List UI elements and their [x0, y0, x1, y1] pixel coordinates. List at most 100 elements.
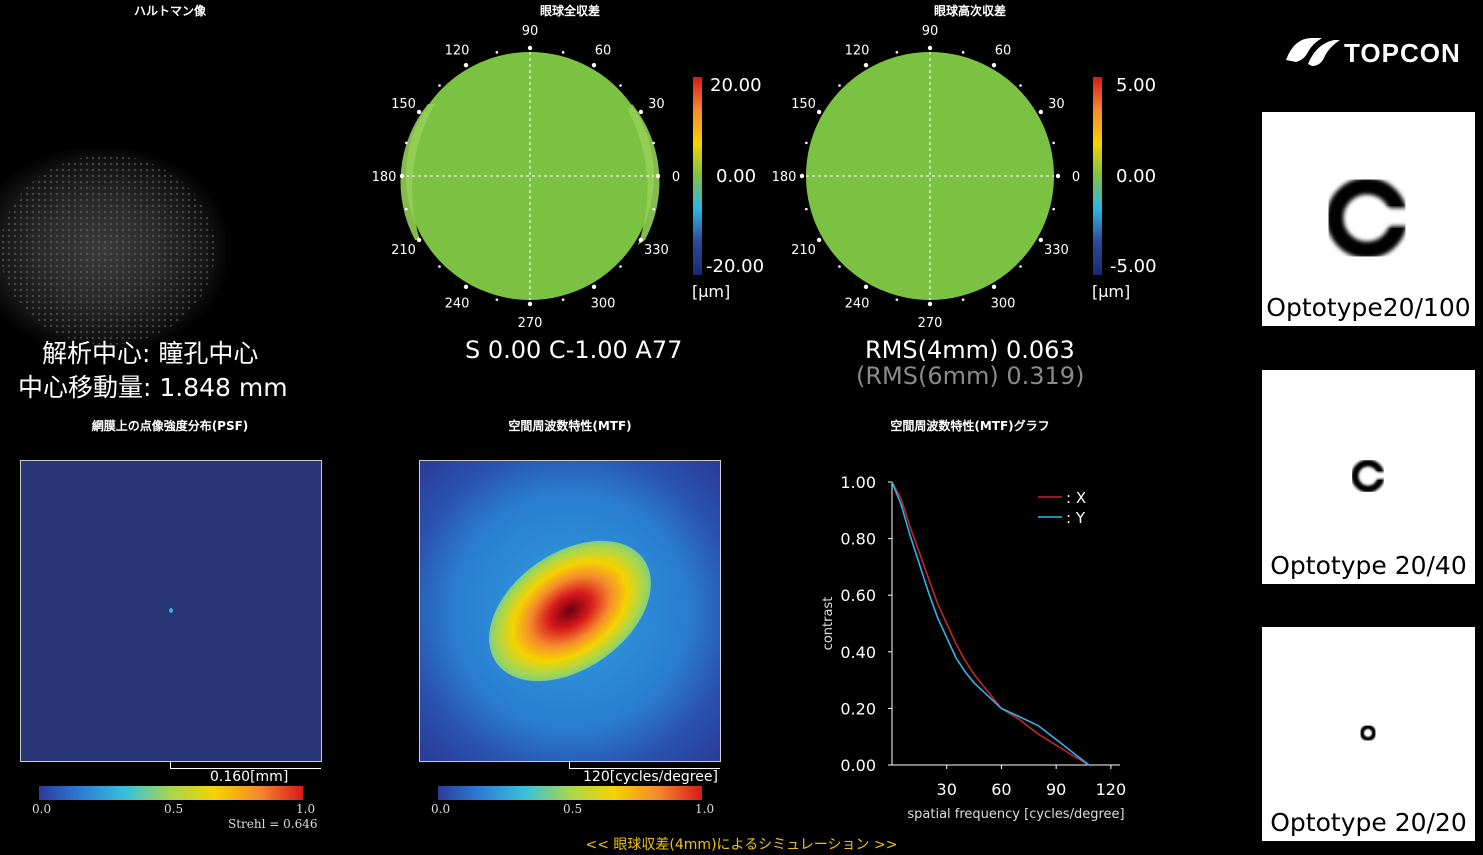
polar-label-240: 240 — [845, 296, 870, 311]
mtf-map — [419, 460, 721, 762]
polar-tick-dot — [991, 284, 997, 290]
polar-tick-dot — [1019, 84, 1022, 87]
mtf-graph: 0.00 0.20 0.40 0.60 0.80 1.00 30 60 90 120 spatial… — [821, 473, 1127, 822]
y-tick-label: 1.00 — [840, 473, 876, 492]
landolt-ring-medium-icon — [1351, 459, 1388, 493]
optotype-card-20-100: Optotype20/100 — [1262, 112, 1475, 326]
polar-tick-dot — [591, 284, 597, 290]
mtf-tick-0: 0.0 — [431, 802, 451, 816]
mtf-map-title: 空間周波数特性(MTF) — [508, 419, 632, 433]
polar-tick-dot — [438, 84, 441, 87]
optotype-label-20-40: Optotype 20/40 — [1270, 551, 1467, 580]
total-aberration-title: 眼球全収差 — [539, 4, 600, 18]
polar-tick-dot — [463, 284, 469, 290]
y-tick-label: 0.00 — [840, 756, 876, 775]
polar-label-330: 330 — [1044, 243, 1069, 258]
x-tick-label: 120 — [1096, 780, 1127, 799]
x-axis-label: spatial frequency [cycles/degree] — [907, 807, 1124, 822]
polar-tick-dot — [463, 62, 469, 68]
psf-title: 網膜上の点像強度分布(PSF) — [91, 419, 249, 433]
y-tick-label: 0.80 — [840, 530, 876, 549]
polar-tick-dot — [961, 51, 965, 54]
polar-label-270: 270 — [918, 316, 943, 331]
polar-label-180: 180 — [372, 170, 397, 185]
psf-scale-text: 0.160[mm] — [210, 769, 289, 785]
polar-tick-dot — [1019, 265, 1022, 268]
analysis-shift: 中心移動量: 1.848 mm — [18, 373, 288, 402]
x-tick-label: 90 — [1046, 780, 1066, 799]
polar-tick-dot — [652, 207, 655, 211]
polar-label-330: 330 — [644, 243, 669, 258]
polar-label-270: 270 — [518, 316, 543, 331]
polar-label-0: 0 — [1072, 170, 1080, 185]
polar-tick-dot — [495, 298, 499, 301]
polar-label-90: 90 — [522, 24, 539, 39]
y-tick-label: 0.40 — [840, 643, 876, 662]
mtf-colorbar — [438, 786, 702, 800]
legend-label-x: : X — [1066, 489, 1086, 507]
optotype-card-20-40: Optotype 20/40 — [1262, 370, 1475, 584]
mtf-scale-text: 120[cycles/degree] — [583, 769, 718, 785]
polar-tick-dot — [405, 207, 408, 211]
y-tick-label: 0.60 — [840, 586, 876, 605]
polar-tick-dot — [1055, 173, 1061, 179]
total-scale-max: 20.00 — [710, 75, 762, 96]
topcon-wordmark: TOPCON — [1344, 38, 1461, 68]
rms-4mm: RMS(4mm) 0.063 — [865, 336, 1075, 364]
polar-tick-dot — [495, 51, 499, 54]
polar-tick-dot — [527, 45, 533, 51]
mtf-scale-bar — [569, 761, 720, 769]
higher-scale-min: -5.00 — [1110, 256, 1157, 277]
psf-point — [169, 608, 173, 613]
polar-tick-dot — [927, 45, 933, 51]
polar-tick-dot — [838, 265, 841, 268]
topcon-logo: TOPCON — [1282, 30, 1462, 70]
mtf-axes — [891, 482, 1120, 766]
polar-tick-dot — [895, 51, 899, 54]
polar-tick-dot — [805, 141, 808, 145]
mtf-tick-05: 0.5 — [563, 802, 583, 816]
polar-tick-dot — [405, 141, 408, 145]
strehl-ratio: Strehl = 0.646 — [228, 817, 318, 831]
polar-tick-dot — [1052, 141, 1055, 145]
polar-label-60: 60 — [995, 44, 1012, 59]
series-line-y — [891, 481, 1090, 766]
polar-tick-dot — [1052, 207, 1055, 211]
polar-tick-dot — [619, 265, 622, 268]
polar-label-150: 150 — [391, 97, 416, 112]
optotype-card-20-20: Optotype 20/20 — [1262, 627, 1475, 841]
polar-tick-dot — [863, 284, 869, 290]
polar-tick-dot — [805, 207, 808, 211]
polar-label-0: 0 — [672, 170, 680, 185]
legend-label-y: : Y — [1066, 509, 1086, 527]
simulation-footer-text: << 眼球収差(4mm)によるシミュレーション >> — [585, 837, 898, 853]
optotype-label-20-20: Optotype 20/20 — [1270, 808, 1467, 837]
polar-tick-dot — [399, 173, 405, 179]
polar-label-120: 120 — [845, 44, 870, 59]
polar-label-60: 60 — [595, 44, 612, 59]
higher-scale-max: 5.00 — [1116, 75, 1157, 96]
polar-tick-dot — [816, 237, 822, 243]
polar-tick-dot — [638, 109, 644, 115]
polar-tick-dot — [1038, 237, 1044, 243]
optotype-label-20-100: Optotype20/100 — [1266, 293, 1471, 322]
polar-tick-dot — [927, 301, 933, 307]
polar-tick-dot — [561, 51, 565, 54]
total-unit: [µm] — [692, 282, 731, 301]
polar-tick-dot — [799, 173, 805, 179]
psf-tick-05: 0.5 — [164, 802, 184, 816]
y-axis-label: contrast — [821, 597, 836, 651]
total-result: S 0.00 C-1.00 A77 — [465, 336, 683, 364]
analysis-center: 解析中心: 瞳孔中心 — [42, 339, 259, 368]
polar-tick-dot — [991, 62, 997, 68]
x-tick-label: 30 — [937, 780, 957, 799]
polar-label-120: 120 — [445, 44, 470, 59]
y-tick-label: 0.20 — [840, 699, 876, 718]
simulation-footer: << 眼球収差(4mm)によるシミュレーション >> — [0, 834, 1483, 854]
polar-tick-dot — [961, 298, 965, 301]
higher-scale-mid: 0.00 — [1116, 166, 1157, 187]
mtf-tick-1: 1.0 — [695, 802, 715, 816]
polar-tick-dot — [895, 298, 899, 301]
landolt-ring-small-icon — [1360, 725, 1376, 741]
